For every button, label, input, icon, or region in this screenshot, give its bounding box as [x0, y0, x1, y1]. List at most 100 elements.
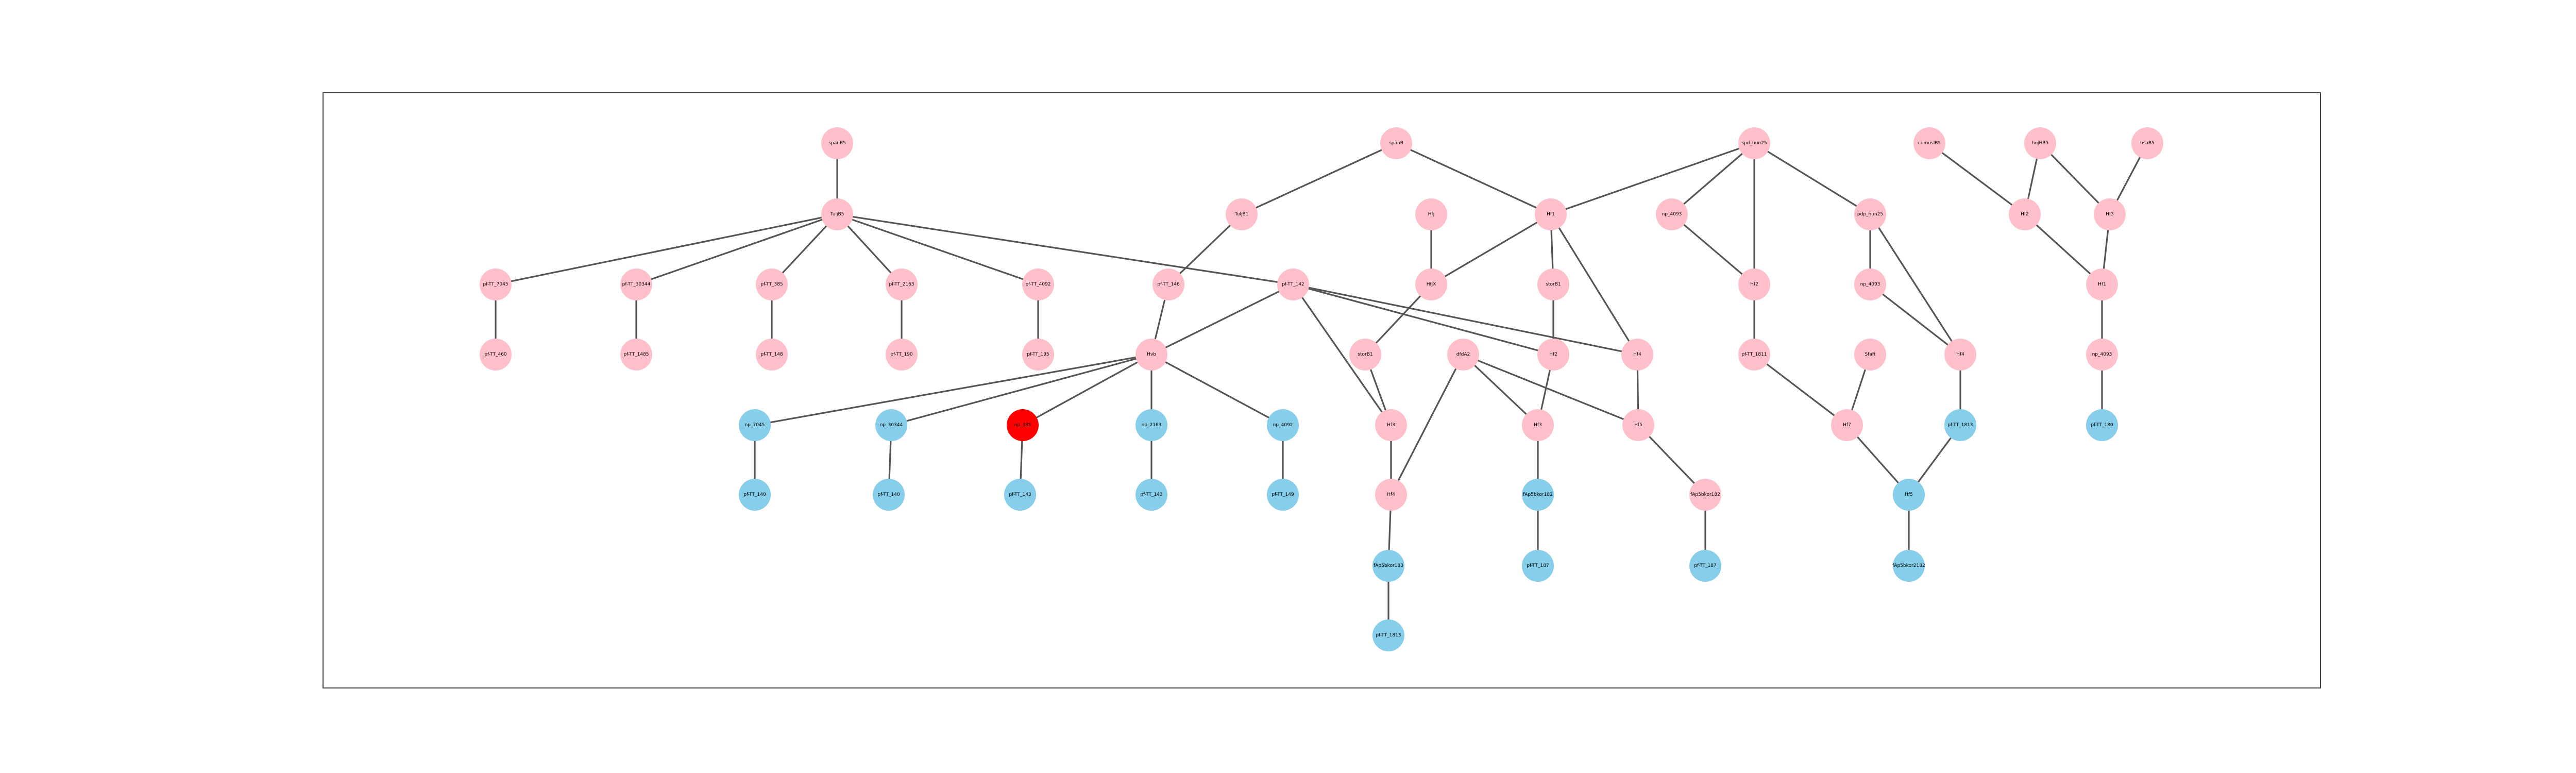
node-circle [620, 268, 652, 300]
edge-n39-n43 [1637, 424, 1706, 496]
node-circle [1380, 127, 1412, 159]
node-label: Hf7 [1843, 423, 1851, 428]
node-circle [1277, 268, 1309, 300]
node-circle [1656, 198, 1688, 230]
graph-node: Hf3 [1522, 409, 1554, 441]
node-circle [1738, 127, 1770, 159]
graph-node: np_7045 [739, 409, 771, 441]
graph-node: pf-TT_149 [1267, 479, 1299, 511]
node-circle [1738, 339, 1770, 371]
node-circle [1136, 339, 1167, 371]
node-label: pf-TT_149 [1272, 492, 1294, 497]
graph-node: np_30344 [875, 409, 907, 441]
edge-n34-n36 [1462, 354, 1539, 426]
graph-node: Hf5 [1622, 409, 1654, 441]
graph-node: fAp5bkor182 [1522, 479, 1554, 511]
graph-node: pf-TT_148 [756, 339, 788, 371]
edge-n60-n63 [2039, 142, 2111, 215]
node-label: ci-muslB5 [1918, 141, 1941, 146]
node-circle [1944, 339, 1976, 371]
graph-node: np_4092 [1267, 409, 1299, 441]
node-label: pf-TT_4092 [1025, 282, 1050, 287]
node-label: pf-TT_385 [760, 282, 783, 287]
node-label: Hf5 [1905, 492, 1913, 497]
node-circle [1738, 268, 1770, 300]
node-circle [739, 479, 771, 511]
node-label: pf-TT_1813 [1947, 423, 1973, 428]
node-label: pf-TT_143 [1009, 492, 1031, 497]
graph-node: Hf2 [1738, 268, 1770, 300]
nodes-layer: spanB5 TuljB5 pf-TT_7045 pf-TT_30344 pf-TT_3… [480, 127, 2163, 651]
node-circle [1522, 479, 1554, 511]
graph-node: storB1 [1537, 268, 1569, 300]
graph-node: Sfaft [1854, 339, 1886, 371]
node-label: pf-TT_148 [760, 352, 783, 357]
node-label: Hf5 [1634, 423, 1642, 428]
node-circle [873, 479, 905, 511]
edge-n2-n4 [636, 213, 838, 285]
graph-node: Hf1 [2086, 268, 2118, 300]
node-circle [1022, 268, 1054, 300]
node-circle [1893, 479, 1925, 511]
node-label: Hf3 [1387, 423, 1395, 428]
edge-n2-n7 [837, 213, 1039, 285]
node-label: Hf1 [2098, 282, 2106, 287]
edge-n17-n18 [754, 354, 1152, 426]
edge-n48-n49 [1671, 213, 1755, 285]
edge-n2-n16 [837, 213, 1294, 285]
graph-node: pf-TT_195 [1022, 339, 1054, 371]
graph-node: pf-TT_2163 [886, 268, 918, 300]
edge-n62-n64 [2024, 213, 2103, 285]
node-label: Hvb [1147, 352, 1156, 357]
node-label: pf-TT_143 [1140, 492, 1162, 497]
node-label: np_4093 [1662, 212, 1682, 217]
edge-n2-n5 [771, 213, 838, 285]
node-circle [2131, 127, 2163, 159]
node-label: pf-TT_140 [877, 492, 900, 497]
node-circle [1537, 339, 1569, 371]
node-circle [2094, 198, 2126, 230]
graph-node: Hvb [1136, 339, 1167, 371]
node-label: pf-TT_195 [1027, 352, 1049, 357]
graph-node: TuljB1 [1226, 198, 1258, 230]
node-label: pf-TT_1813 [1376, 633, 1401, 638]
edge-n47-n31 [1550, 142, 1755, 215]
node-circle [756, 339, 788, 371]
graph-node: fAp5bkor2182 [1892, 550, 1925, 582]
node-label: Hf2 [1549, 352, 1557, 357]
node-label: TuljB5 [830, 212, 844, 217]
node-circle [480, 268, 512, 300]
graph-node: Hf4 [1944, 339, 1976, 371]
edge-n30-n32 [1364, 283, 1432, 356]
graph-node: Hf3 [1375, 409, 1407, 441]
node-label: Hf3 [2106, 212, 2114, 217]
node-circle [1375, 409, 1407, 441]
graph-node: Hf2 [1537, 339, 1569, 371]
graph-node: pf-TT_30344 [620, 268, 652, 300]
node-label: np_30344 [880, 423, 903, 428]
node-label: pf-TT_140 [743, 492, 766, 497]
graph-node: fAp5bkor180 [1372, 550, 1404, 582]
graph-node: pf-TT_385 [756, 268, 788, 300]
graph-node: pf-TT_1811 [1738, 339, 1770, 371]
node-circle [2086, 339, 2118, 371]
node-circle [1522, 550, 1554, 582]
node-label: Hfj [1428, 212, 1434, 217]
node-circle [1522, 409, 1554, 441]
graph-node: pf-TT_146 [1153, 268, 1184, 300]
node-circle [2086, 409, 2118, 441]
node-label: pf-TT_460 [484, 352, 507, 357]
node-circle [1535, 198, 1567, 230]
node-circle [821, 127, 853, 159]
graph-node: pf-TT_187 [1689, 550, 1721, 582]
graph-node: pf-TT_140 [739, 479, 771, 511]
node-circle [1415, 198, 1447, 230]
node-label: fAp5bkor180 [1374, 563, 1403, 568]
node-circle [480, 339, 512, 371]
graph-node: dfdA2 [1447, 339, 1479, 371]
node-label: hsaB5 [2140, 141, 2155, 146]
node-circle [1854, 198, 1886, 230]
node-label: Hf4 [1387, 492, 1395, 497]
node-label: fAp5bkor182 [1523, 492, 1553, 497]
node-label: np_2163 [1142, 423, 1162, 428]
